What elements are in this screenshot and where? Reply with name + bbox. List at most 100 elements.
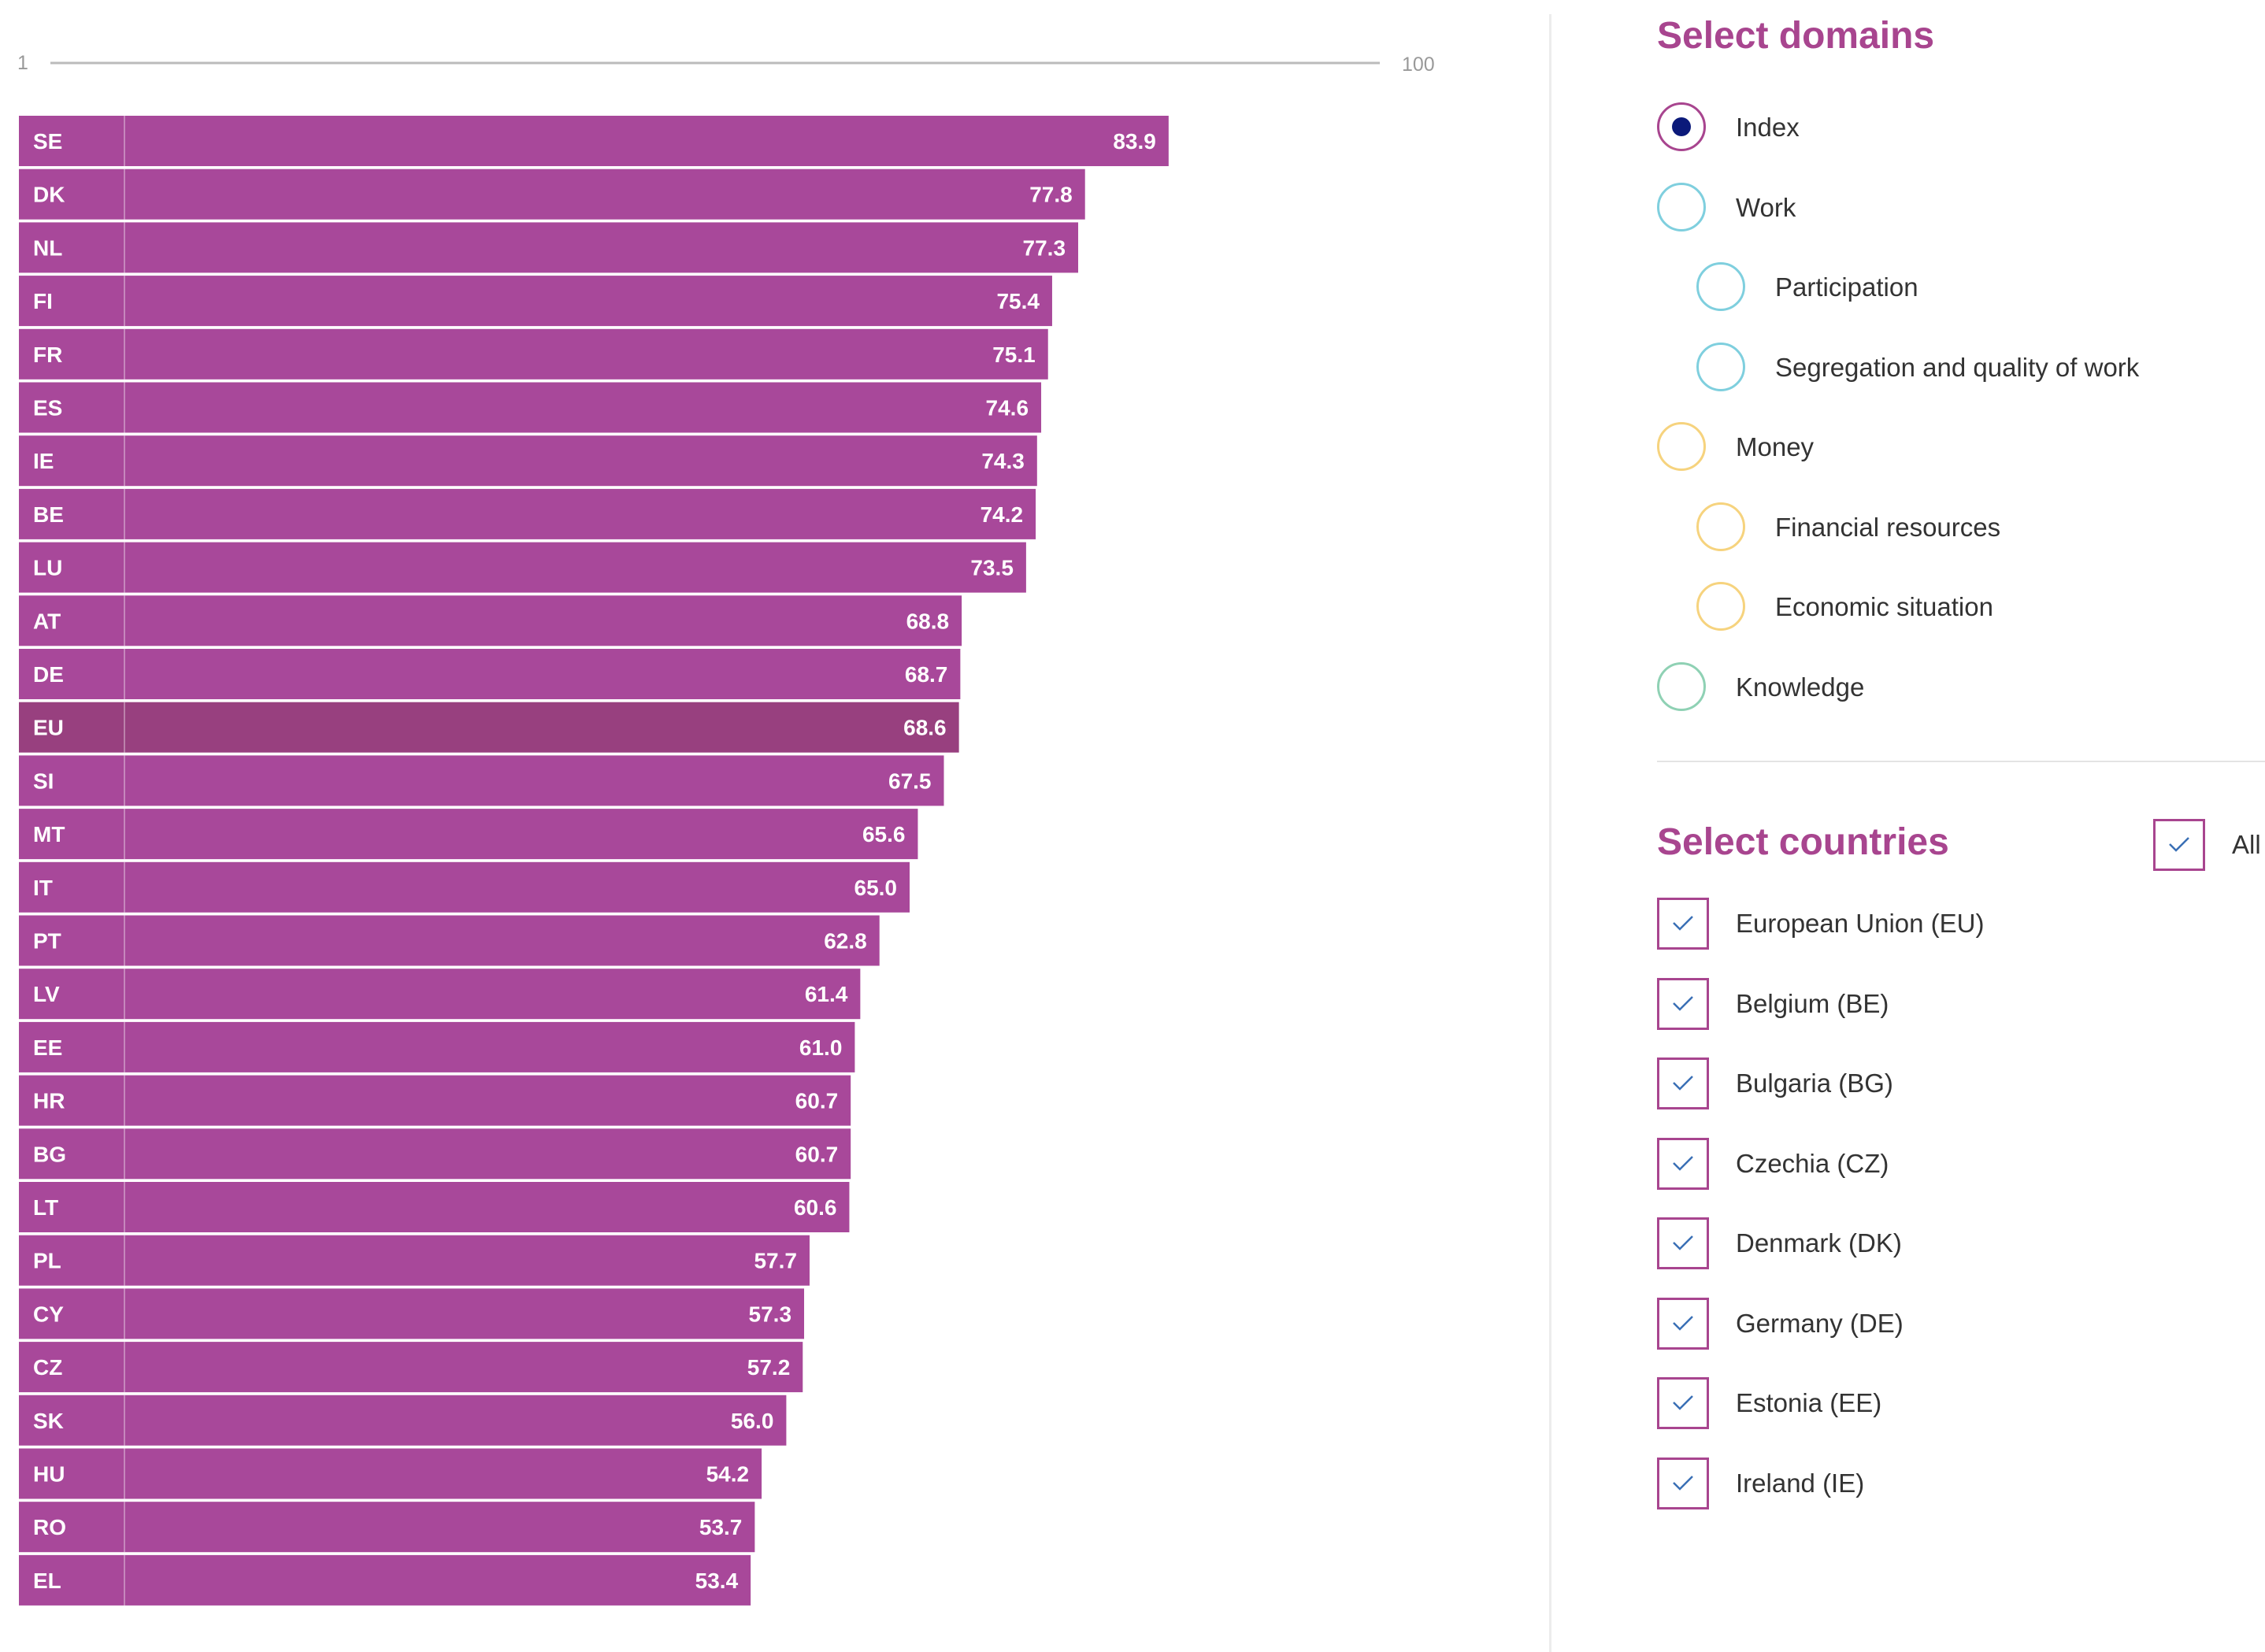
bar-value-label: 61.0 (799, 1035, 843, 1060)
bar-pt[interactable] (19, 915, 880, 966)
check-icon (1673, 995, 1693, 1011)
bar-nl[interactable] (19, 222, 1079, 273)
bar-code-label: DE (33, 662, 64, 687)
domain-option-work[interactable]: Work (1657, 182, 2256, 238)
country-option[interactable]: European Union (EU) (1657, 898, 2256, 953)
radio-button[interactable] (1657, 661, 1706, 711)
check-icon (1673, 1475, 1693, 1491)
bar-pl[interactable] (19, 1235, 810, 1286)
radio-button[interactable] (1696, 582, 1745, 631)
bar-code-label: LU (33, 556, 62, 580)
bar-chart: 1 100 SE 83.9 DK 77.8 NL 77.3 FI 75.4 FR 75.1 ES 74… (17, 52, 1435, 1606)
bar-value-label: 77.8 (1029, 183, 1073, 207)
domain-option-participation[interactable]: Participation (1657, 262, 2256, 317)
bar-code-label: SI (33, 769, 54, 793)
bar-value-label: 74.2 (981, 502, 1024, 527)
bar-bg[interactable] (19, 1128, 851, 1180)
country-option[interactable]: Bulgaria (BG) (1657, 1058, 2256, 1113)
domain-option-segregation-and-quality-of-work[interactable]: Segregation and quality of work (1657, 342, 2256, 398)
bar-cz[interactable] (19, 1342, 803, 1393)
bar-code-label: SE (33, 129, 62, 154)
country-checkbox[interactable] (1657, 977, 1709, 1030)
bar-hu[interactable] (19, 1448, 762, 1499)
check-icon (1673, 1076, 1693, 1091)
country-label: Ireland (IE) (1736, 1468, 1865, 1498)
all-countries-toggle[interactable]: All (2153, 819, 2265, 874)
select-countries-title: Select countries (1657, 821, 1949, 863)
country-option[interactable]: Denmark (DK) (1657, 1217, 2256, 1272)
bar-code-label: EL (33, 1569, 61, 1593)
bar-cy[interactable] (19, 1288, 805, 1339)
bar-value-label: 74.6 (986, 396, 1029, 420)
domain-label: Segregation and quality of work (1775, 352, 2140, 382)
country-checkbox[interactable] (1657, 1297, 1709, 1350)
domain-option-money[interactable]: Money (1657, 422, 2256, 477)
domain-option-knowledge[interactable]: Knowledge (1657, 661, 2256, 717)
country-list[interactable]: European Union (EU) Belgium (BE) Bulgaria … (1657, 898, 2265, 1512)
bar-lv[interactable] (19, 969, 861, 1020)
country-option[interactable]: Ireland (IE) (1657, 1457, 2256, 1513)
bar-code-label: DK (33, 183, 65, 207)
bar-code-label: EE (33, 1035, 62, 1060)
country-checkbox[interactable] (1657, 898, 1709, 950)
radio-button[interactable] (1696, 262, 1745, 311)
country-option[interactable]: Belgium (BE) (1657, 977, 2256, 1033)
bars-group: SE 83.9 DK 77.8 NL 77.3 FI 75.4 FR 75.1 ES 74.6 IE 74… (19, 116, 1169, 1606)
domain-option-financial-resources[interactable]: Financial resources (1657, 502, 2256, 557)
bar-se[interactable] (19, 116, 1169, 166)
bar-code-label: LT (33, 1195, 58, 1220)
bar-si[interactable] (19, 755, 944, 806)
bar-el[interactable] (19, 1554, 751, 1606)
select-domains-title: Select domains (1657, 15, 1935, 57)
domain-option-index[interactable]: Index (1657, 102, 2256, 157)
radio-button[interactable] (1657, 182, 1706, 232)
bar-value-label: 75.1 (992, 343, 1036, 367)
country-option[interactable]: Germany (DE) (1657, 1297, 2256, 1353)
radio-button[interactable] (1696, 342, 1745, 391)
bar-ie[interactable] (19, 435, 1037, 487)
country-checkbox[interactable] (1657, 1457, 1709, 1509)
bar-it[interactable] (19, 861, 910, 913)
country-label: Germany (DE) (1736, 1308, 1904, 1338)
panel-divider (1549, 14, 1551, 1652)
country-label: Estonia (EE) (1736, 1388, 1882, 1417)
all-checkbox[interactable] (2153, 819, 2205, 871)
bar-sk[interactable] (19, 1395, 787, 1446)
bar-hr[interactable] (19, 1075, 851, 1126)
country-option[interactable]: Estonia (EE) (1657, 1377, 2256, 1432)
bar-fr[interactable] (19, 328, 1048, 380)
bar-at[interactable] (19, 595, 962, 646)
radio-button[interactable] (1657, 422, 1706, 471)
bar-ee[interactable] (19, 1021, 855, 1072)
country-checkbox[interactable] (1657, 1377, 1709, 1429)
bar-fi[interactable] (19, 276, 1052, 327)
bar-value-label: 60.7 (795, 1089, 839, 1113)
bar-value-label: 53.4 (695, 1569, 739, 1593)
bar-ro[interactable] (19, 1502, 755, 1553)
bar-de[interactable] (19, 649, 961, 699)
bar-lt[interactable] (19, 1182, 850, 1232)
bar-value-label: 73.5 (970, 556, 1014, 580)
radio-button[interactable] (1657, 102, 1706, 151)
country-label: Bulgaria (BG) (1736, 1069, 1893, 1098)
bar-eu[interactable] (19, 702, 959, 753)
country-checkbox[interactable] (1657, 1217, 1709, 1269)
country-option[interactable]: Czechia (CZ) (1657, 1137, 2256, 1193)
domain-label: Participation (1775, 272, 1918, 302)
country-label: Denmark (DK) (1736, 1228, 1902, 1258)
bar-es[interactable] (19, 382, 1042, 433)
bar-be[interactable] (19, 488, 1036, 539)
radio-button[interactable] (1696, 502, 1745, 551)
bar-value-label: 65.0 (854, 876, 898, 900)
domain-option-economic-situation[interactable]: Economic situation (1657, 582, 2256, 637)
bar-dk[interactable] (19, 169, 1085, 220)
panel-separator (1657, 761, 2265, 762)
country-label: Belgium (BE) (1736, 988, 1889, 1018)
bar-value-label: 75.4 (996, 289, 1040, 313)
country-checkbox[interactable] (1657, 1137, 1709, 1190)
bar-value-label: 57.3 (749, 1302, 792, 1326)
bar-mt[interactable] (19, 809, 918, 860)
bar-value-label: 54.2 (706, 1462, 750, 1487)
bar-lu[interactable] (19, 542, 1026, 593)
country-checkbox[interactable] (1657, 1058, 1709, 1109)
